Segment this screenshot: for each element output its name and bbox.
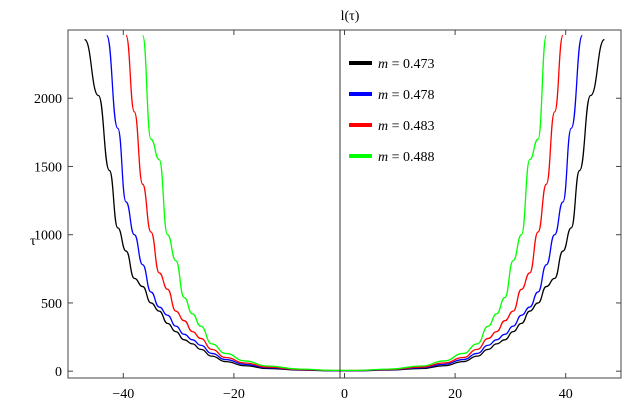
series-group [83, 34, 606, 372]
legend-label-1: m = 0.473 [378, 57, 435, 72]
y-tick-label: 500 [41, 297, 62, 312]
legend-label-2: m = 0.478 [378, 88, 435, 103]
x-tick-label: 0 [341, 387, 348, 402]
legend-label-3: m = 0.483 [378, 119, 435, 134]
series-line-4 [142, 34, 547, 372]
legend-label-4: m = 0.488 [378, 150, 435, 165]
series-lines [83, 34, 606, 372]
chart-title: l(τ) [341, 9, 360, 24]
x-tick-label: −20 [223, 387, 245, 402]
axis-ticks: −40 −20 0 20 40 0 500 1000 1500 2000 [34, 30, 621, 402]
legend: m = 0.473 m = 0.478 m = 0.483 m = 0.488 [349, 57, 435, 165]
y-tick-label: 2000 [34, 92, 62, 107]
y-tick-label: 0 [55, 365, 62, 380]
x-tick-label: 20 [448, 387, 462, 402]
y-axis-label: τ [30, 234, 36, 249]
x-tick-label: 40 [559, 387, 573, 402]
y-tick-label: 1500 [34, 160, 62, 175]
y-tick-label: 1000 [34, 229, 62, 244]
x-tick-label: −40 [112, 387, 134, 402]
